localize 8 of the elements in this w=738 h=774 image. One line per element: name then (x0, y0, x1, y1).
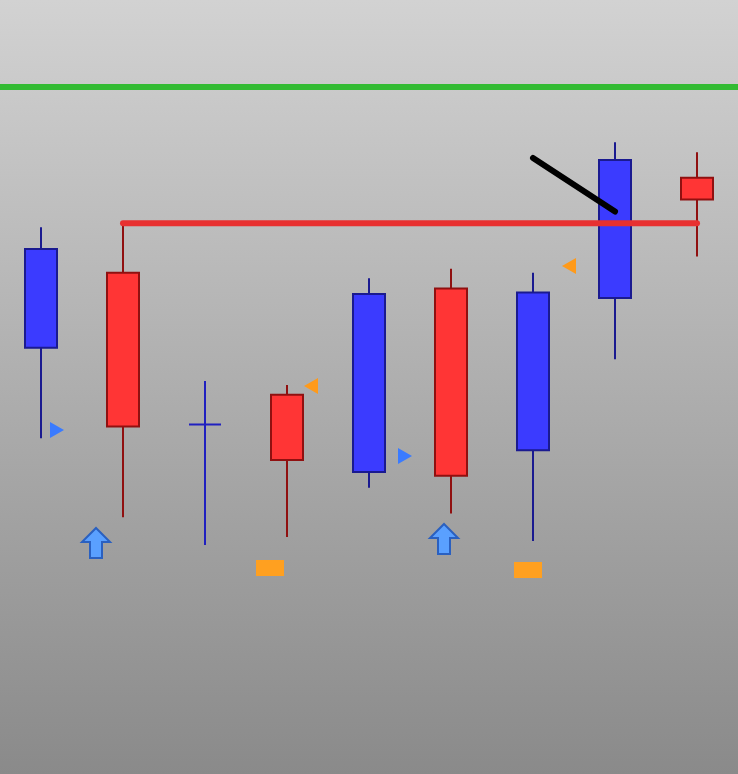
candlestick (270, 384, 304, 538)
candlestick (352, 277, 386, 489)
candlestick (598, 141, 632, 361)
candlestick (516, 271, 550, 542)
candlestick (680, 151, 714, 258)
candlestick (434, 267, 468, 515)
candlestick (188, 380, 222, 547)
candlestick (106, 222, 140, 519)
